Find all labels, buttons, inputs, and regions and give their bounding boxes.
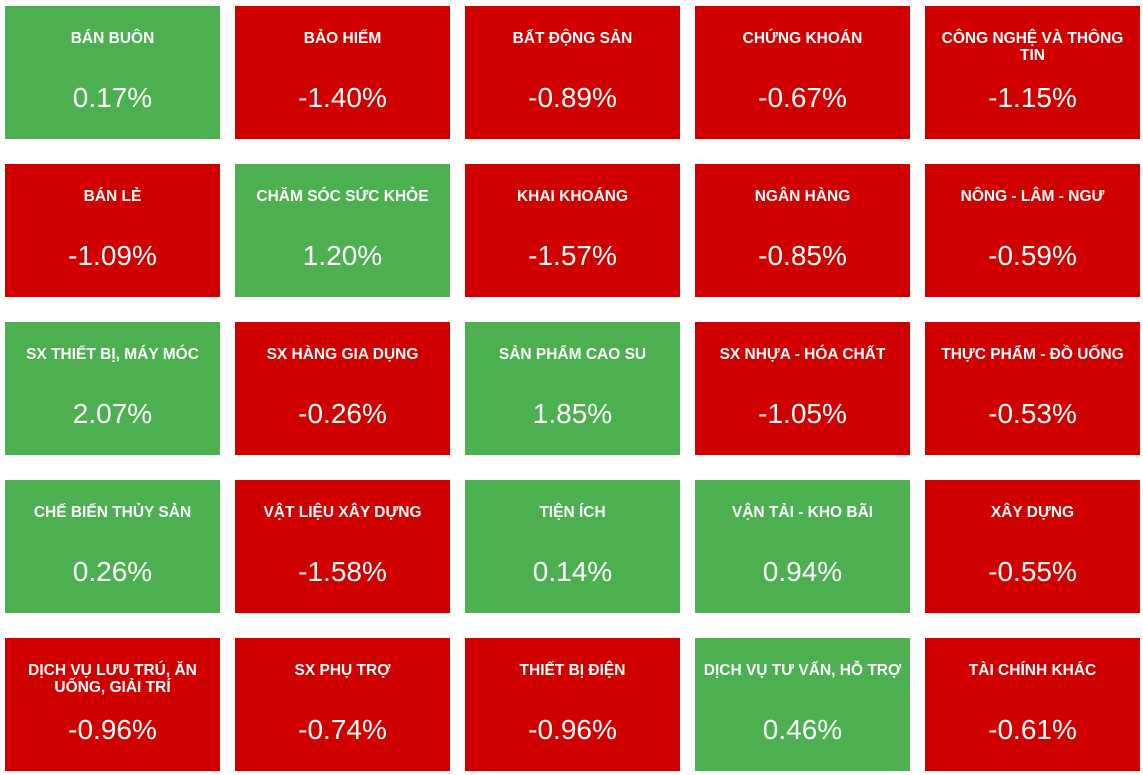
sector-tile[interactable]: CHỨNG KHOÁN -0.67% <box>695 6 910 139</box>
sector-change-percent: -0.55% <box>988 556 1077 587</box>
sector-tile[interactable]: SX PHỤ TRỢ -0.74% <box>235 638 450 771</box>
sector-change-percent: -0.26% <box>298 398 387 429</box>
sector-name: SX PHỤ TRỢ <box>294 662 391 679</box>
sector-tile[interactable]: SX THIẾT BỊ, MÁY MÓC 2.07% <box>5 322 220 455</box>
sector-tile[interactable]: DỊCH VỤ LƯU TRÚ, ĂN UỐNG, GIẢI TRÍ -0.96% <box>5 638 220 771</box>
sector-tile[interactable]: KHAI KHOÁNG -1.57% <box>465 164 680 297</box>
sector-change-percent: -1.09% <box>68 240 157 271</box>
sector-tile[interactable]: TÀI CHÍNH KHÁC -0.61% <box>925 638 1140 771</box>
sector-name: BẤT ĐỘNG SẢN <box>512 30 633 47</box>
sector-tile[interactable]: TIỆN ÍCH 0.14% <box>465 480 680 613</box>
sector-change-percent: 1.20% <box>302 240 383 271</box>
sector-name: CHĂM SÓC SỨC KHỎE <box>256 188 429 205</box>
sector-name: VẬN TẢI - KHO BÃI <box>731 504 874 521</box>
sector-name: NGÂN HÀNG <box>754 188 851 205</box>
sector-tile[interactable]: XÂY DỰNG -0.55% <box>925 480 1140 613</box>
sector-tile[interactable]: BÁN LẺ -1.09% <box>5 164 220 297</box>
sector-name: BÁN BUÔN <box>70 30 155 47</box>
sector-change-percent: 0.14% <box>532 556 613 587</box>
sector-name: BÁN LẺ <box>83 188 142 205</box>
sector-name: CHỨNG KHOÁN <box>742 30 863 47</box>
sector-change-percent: -0.53% <box>988 398 1077 429</box>
sector-change-percent: -1.05% <box>758 398 847 429</box>
sector-name: CÔNG NGHỆ VÀ THÔNG TIN <box>941 30 1124 64</box>
sector-change-percent: 0.17% <box>72 82 153 113</box>
sector-tile[interactable]: SẢN PHẨM CAO SU 1.85% <box>465 322 680 455</box>
sector-change-percent: -1.40% <box>298 82 387 113</box>
sector-name: THỰC PHẨM - ĐỒ UỐNG <box>941 346 1124 363</box>
sector-tile[interactable]: SX NHỰA - HÓA CHẤT -1.05% <box>695 322 910 455</box>
sector-change-percent: 2.07% <box>72 398 153 429</box>
sector-name: SX HÀNG GIA DỤNG <box>266 346 419 363</box>
sector-tile[interactable]: DỊCH VỤ TƯ VẤN, HỖ TRỢ 0.46% <box>695 638 910 771</box>
sector-tile[interactable]: CHĂM SÓC SỨC KHỎE 1.20% <box>235 164 450 297</box>
sector-change-percent: -1.57% <box>528 240 617 271</box>
sector-tile[interactable]: CHẾ BIẾN THỦY SẢN 0.26% <box>5 480 220 613</box>
sector-change-percent: -0.96% <box>528 714 617 745</box>
sector-name: THIẾT BỊ ĐIỆN <box>519 662 626 679</box>
sector-name: BẢO HIỂM <box>303 30 382 47</box>
sector-change-percent: -0.61% <box>988 714 1077 745</box>
sector-change-percent: -0.96% <box>68 714 157 745</box>
sector-change-percent: -0.59% <box>988 240 1077 271</box>
sector-name: DỊCH VỤ TƯ VẤN, HỖ TRỢ <box>703 662 902 679</box>
sector-tile[interactable]: THỰC PHẨM - ĐỒ UỐNG -0.53% <box>925 322 1140 455</box>
sector-heatmap-grid: BÁN BUÔN 0.17% BẢO HIỂM -1.40% BẤT ĐỘNG SẢN -… <box>5 6 1140 771</box>
sector-tile[interactable]: BẢO HIỂM -1.40% <box>235 6 450 139</box>
sector-change-percent: -0.85% <box>758 240 847 271</box>
sector-name: XÂY DỰNG <box>990 504 1075 521</box>
sector-tile[interactable]: THIẾT BỊ ĐIỆN -0.96% <box>465 638 680 771</box>
sector-tile[interactable]: CÔNG NGHỆ VÀ THÔNG TIN -1.15% <box>925 6 1140 139</box>
sector-change-percent: 0.26% <box>72 556 153 587</box>
sector-tile[interactable]: NÔNG - LÂM - NGƯ -0.59% <box>925 164 1140 297</box>
sector-change-percent: -0.74% <box>298 714 387 745</box>
sector-tile[interactable]: VẬT LIỆU XÂY DỰNG -1.58% <box>235 480 450 613</box>
sector-name: TÀI CHÍNH KHÁC <box>968 662 1097 679</box>
sector-name: KHAI KHOÁNG <box>516 188 629 205</box>
sector-change-percent: 0.46% <box>762 714 843 745</box>
sector-change-percent: -0.67% <box>758 82 847 113</box>
sector-change-percent: -0.89% <box>528 82 617 113</box>
sector-name: SX THIẾT BỊ, MÁY MÓC <box>26 346 199 363</box>
sector-tile[interactable]: VẬN TẢI - KHO BÃI 0.94% <box>695 480 910 613</box>
sector-tile[interactable]: SX HÀNG GIA DỤNG -0.26% <box>235 322 450 455</box>
sector-name: NÔNG - LÂM - NGƯ <box>960 188 1105 205</box>
sector-name: CHẾ BIẾN THỦY SẢN <box>33 504 192 521</box>
sector-name: DỊCH VỤ LƯU TRÚ, ĂN UỐNG, GIẢI TRÍ <box>28 662 197 696</box>
sector-change-percent: 0.94% <box>762 556 843 587</box>
sector-name: SX NHỰA - HÓA CHẤT <box>719 346 886 363</box>
sector-tile[interactable]: BẤT ĐỘNG SẢN -0.89% <box>465 6 680 139</box>
sector-name: SẢN PHẨM CAO SU <box>498 346 647 363</box>
sector-name: TIỆN ÍCH <box>539 504 606 521</box>
sector-name: VẬT LIỆU XÂY DỰNG <box>263 504 422 521</box>
sector-change-percent: 1.85% <box>532 398 613 429</box>
sector-tile[interactable]: BÁN BUÔN 0.17% <box>5 6 220 139</box>
sector-change-percent: -1.58% <box>298 556 387 587</box>
sector-tile[interactable]: NGÂN HÀNG -0.85% <box>695 164 910 297</box>
sector-change-percent: -1.15% <box>988 82 1077 113</box>
